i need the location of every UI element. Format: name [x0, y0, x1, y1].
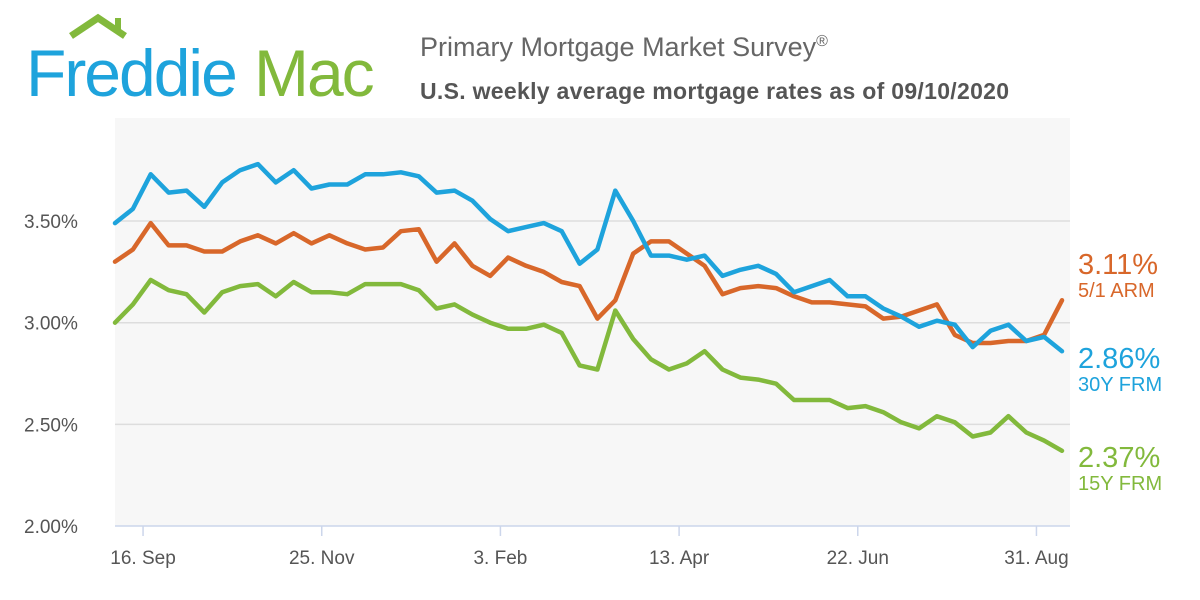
frm15-last-value: 2.37%	[1078, 442, 1161, 474]
logo-graphic: Freddie Mac	[26, 13, 376, 110]
x-tick-label: 3. Feb	[473, 548, 527, 569]
legend-frm30: 2.86% 30Y FRM	[1078, 344, 1162, 396]
svg-text:Freddie: Freddie	[26, 36, 236, 110]
registered-mark: ®	[816, 33, 828, 50]
y-tick-label: 2.50%	[24, 415, 78, 436]
y-tick-label: 3.50%	[24, 212, 78, 233]
x-tick-label: 16. Sep	[110, 548, 176, 569]
arm-name: 5/1 ARM	[1078, 280, 1155, 302]
chart-subtitle: U.S. weekly average mortgage rates as of…	[420, 78, 1010, 104]
x-tick-label: 13. Apr	[649, 548, 710, 569]
title-text: Primary Mortgage Market Survey	[420, 32, 817, 62]
y-tick-label: 2.00%	[24, 517, 78, 538]
freddie-mac-logo: Freddie Mac	[26, 13, 386, 110]
chart-title: Primary Mortgage Market Survey®	[420, 32, 828, 63]
x-tick-label: 22. Jun	[827, 548, 889, 569]
x-tick-label: 31. Aug	[1004, 548, 1068, 569]
series-line-arm	[112, 220, 1065, 346]
series-line-frm30	[112, 161, 1065, 354]
x-tick-label: 25. Nov	[289, 548, 355, 569]
series-line-frm15	[112, 277, 1065, 454]
y-tick-label: 3.00%	[24, 314, 78, 335]
frm30-last-value: 2.86%	[1078, 343, 1161, 375]
frm30-name: 30Y FRM	[1078, 374, 1163, 396]
legend-arm: 3.11% 5/1 ARM	[1078, 250, 1158, 302]
arm-last-value: 3.11%	[1078, 249, 1159, 281]
svg-text:Mac: Mac	[254, 36, 374, 110]
legend-frm15: 2.37% 15Y FRM	[1078, 443, 1162, 495]
frm15-name: 15Y FRM	[1078, 473, 1163, 495]
